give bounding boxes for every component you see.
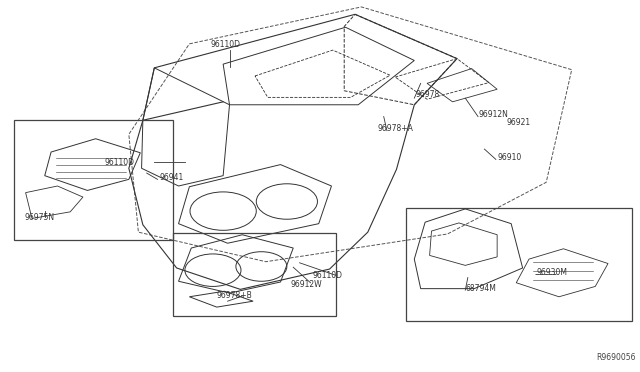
Text: 96941: 96941: [159, 173, 184, 182]
Text: 96978: 96978: [415, 90, 440, 99]
Text: 96110D: 96110D: [104, 157, 134, 167]
Text: 96930M: 96930M: [537, 268, 568, 277]
Text: 96912W: 96912W: [290, 280, 322, 289]
Text: 96110D: 96110D: [312, 271, 342, 280]
Text: 96978+B: 96978+B: [217, 291, 253, 300]
Text: R9690056: R9690056: [596, 353, 636, 362]
Bar: [406, 208, 632, 321]
Text: 68794M: 68794M: [465, 284, 496, 293]
Bar: [173, 233, 336, 316]
Text: 96921: 96921: [507, 118, 531, 127]
Text: 96912N: 96912N: [478, 110, 508, 119]
Text: 96910: 96910: [497, 153, 522, 162]
Text: 96110D: 96110D: [211, 41, 241, 49]
Text: 96978+A: 96978+A: [378, 124, 413, 132]
Bar: [14, 119, 173, 240]
Text: 96975N: 96975N: [25, 213, 55, 222]
